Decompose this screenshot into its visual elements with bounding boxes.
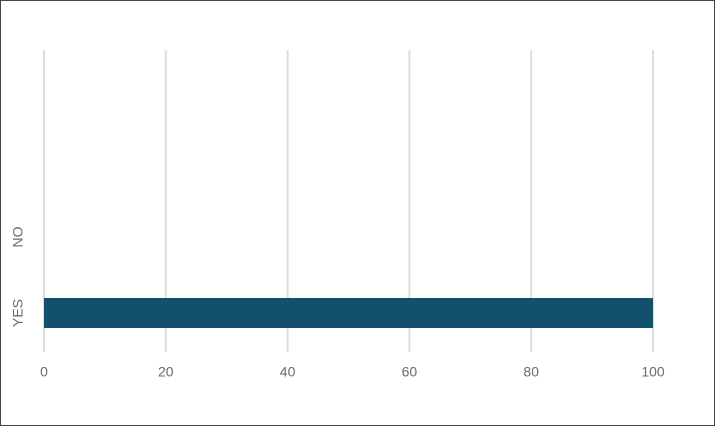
x-tick-label: 0 — [40, 364, 48, 380]
x-tick-label: 20 — [158, 364, 174, 380]
x-tick-label: 40 — [280, 364, 296, 380]
x-tick-label: 60 — [402, 364, 418, 380]
x-tick-label: 80 — [523, 364, 539, 380]
bar — [44, 298, 653, 328]
y-tick-label: NO — [10, 226, 26, 247]
x-tick-label: 100 — [641, 364, 665, 380]
y-tick-label: YES — [10, 299, 26, 327]
